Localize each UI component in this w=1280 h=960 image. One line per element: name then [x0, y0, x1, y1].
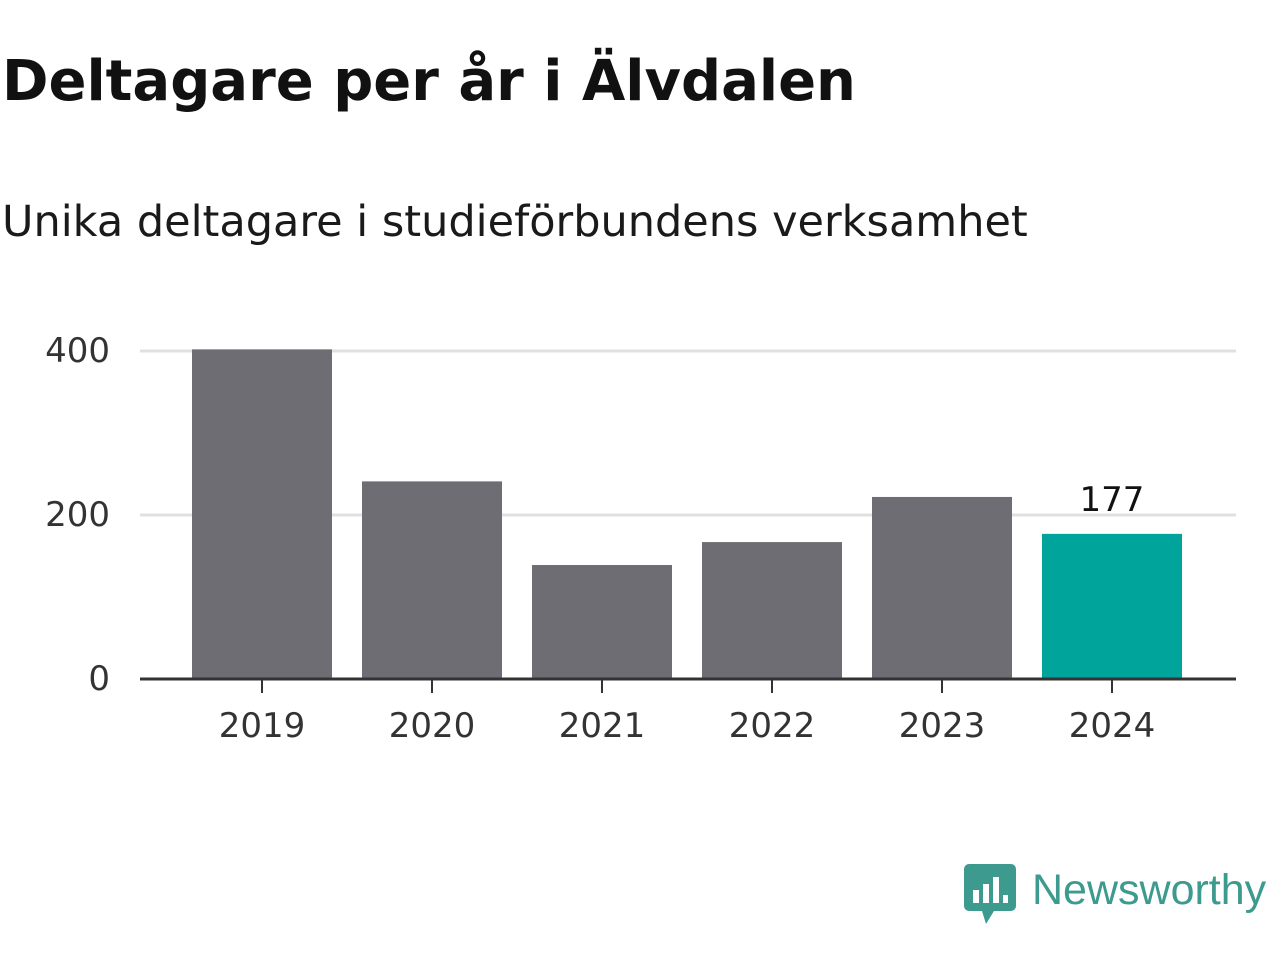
bar	[362, 481, 502, 679]
x-tick-label: 2024	[1069, 706, 1156, 746]
bar	[192, 349, 332, 679]
bars	[192, 349, 1182, 679]
y-tick-label: 0	[88, 659, 110, 699]
bar	[872, 496, 1012, 679]
x-tick-label: 2019	[219, 706, 306, 746]
newsworthy-logo: Newsworthy	[964, 864, 1266, 926]
y-tick-label: 200	[45, 495, 110, 535]
bar	[702, 542, 842, 679]
x-tick-label: 2022	[729, 706, 816, 746]
y-axis-ticks: 0 200 400	[45, 331, 110, 699]
data-labels: 177	[1080, 480, 1145, 520]
x-tick-label: 2023	[899, 706, 986, 746]
data-label: 177	[1080, 480, 1145, 520]
chart-subtitle: Unika deltagare i studieförbundens verks…	[2, 197, 1028, 247]
brand-name: Newsworthy	[1032, 866, 1267, 914]
x-tick-label: 2020	[389, 706, 476, 746]
chart-title: Deltagare per år i Älvdalen	[2, 49, 856, 114]
bar	[532, 565, 672, 679]
x-axis: 2019 2020 2021 2022 2023 2024	[140, 677, 1236, 746]
newsworthy-logo-icon	[964, 864, 1016, 924]
bar	[1042, 533, 1182, 679]
y-tick-label: 400	[45, 331, 110, 371]
x-tick-label: 2021	[559, 706, 646, 746]
